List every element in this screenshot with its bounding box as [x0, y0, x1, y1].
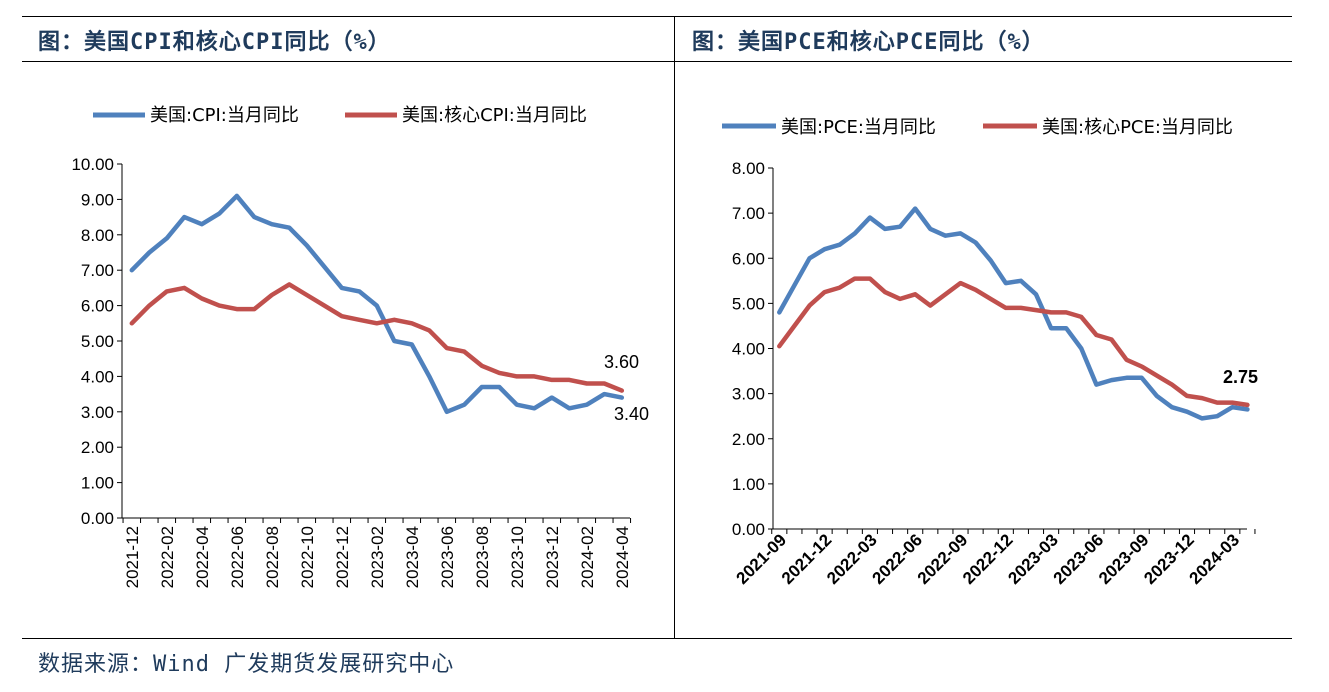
annotation-cpi-last: 3.40	[614, 404, 649, 424]
left-panel-title: 图：美国CPI和核心CPI同比（%）	[38, 30, 391, 55]
cpi-chart: 美国:CPI:当月同比 美国:核心CPI:当月同比 3.60 3.40 0.00…	[71, 105, 649, 588]
y-tick-label: 5.00	[81, 332, 114, 351]
x-tick-label: 2022-06	[228, 526, 247, 588]
y-tick-label: 1.00	[81, 474, 114, 493]
y-tick-label: 6.00	[732, 249, 765, 268]
x-tick-label: 2024-03	[1186, 530, 1244, 588]
y-tick-label: 7.00	[81, 261, 114, 280]
x-tick-label: 2024-04	[613, 526, 632, 588]
x-tick-label: 2022-10	[298, 526, 317, 588]
data-source-note: 数据来源：Wind 广发期货发展研究中心	[38, 652, 455, 677]
y-tick-label: 0.00	[81, 509, 114, 528]
x-tick-label: 2022-02	[158, 526, 177, 588]
right-panel-title: 图：美国PCE和核心PCE同比（%）	[692, 30, 1045, 55]
top-rule	[22, 16, 1292, 17]
y-tick-label: 6.00	[81, 297, 114, 316]
x-tick-label: 2024-02	[578, 526, 597, 588]
y-tick-label: 7.00	[732, 204, 765, 223]
y-tick-label: 0.00	[732, 520, 765, 539]
pce-chart: 美国:PCE:当月同比 美国:核心PCE:当月同比 2.75 0.00 1.00 2…	[722, 117, 1258, 588]
x-tick-label: 2022-12	[333, 526, 352, 588]
x-tick-label: 2023-10	[508, 526, 527, 588]
y-tick-label: 3.00	[81, 403, 114, 422]
panel-divider	[674, 16, 675, 638]
legend-label-pce: 美国:PCE:当月同比	[781, 117, 936, 138]
legend-label-core-cpi: 美国:核心CPI:当月同比	[402, 105, 587, 126]
legend-label-cpi: 美国:CPI:当月同比	[150, 105, 299, 126]
x-tick-label: 2023-08	[473, 526, 492, 588]
series-line-headline	[777, 206, 1250, 421]
x-tick-label: 2023-04	[403, 526, 422, 588]
series-line-headline	[129, 193, 625, 415]
y-tick-label: 2.00	[732, 430, 765, 449]
cpi-legend: 美国:CPI:当月同比 美国:核心CPI:当月同比	[93, 105, 587, 126]
x-tick-label: 2023-06	[438, 526, 457, 588]
x-tick-label: 2021-12	[123, 526, 142, 588]
y-tick-label: 9.00	[81, 190, 114, 209]
y-tick-label: 8.00	[81, 226, 114, 245]
series-line-core	[777, 276, 1250, 408]
pce-legend: 美国:PCE:当月同比 美国:核心PCE:当月同比	[722, 117, 1233, 138]
x-tick-label: 2023-02	[368, 526, 387, 588]
x-tick-label: 2022-08	[263, 526, 282, 588]
bottom-rule	[22, 638, 1292, 639]
y-tick-label: 3.00	[732, 385, 765, 404]
header-rule	[22, 61, 1292, 62]
series-line-core	[129, 282, 625, 393]
annotation-core-cpi-last: 3.60	[604, 352, 639, 372]
y-tick-label: 1.00	[732, 475, 765, 494]
y-tick-label: 10.00	[71, 155, 114, 174]
x-tick-label: 2023-12	[543, 526, 562, 588]
x-tick-label: 2022-04	[193, 526, 212, 588]
y-tick-label: 2.00	[81, 438, 114, 457]
annotation-core-pce-last: 2.75	[1223, 367, 1258, 387]
y-tick-label: 4.00	[732, 340, 765, 359]
legend-label-core-pce: 美国:核心PCE:当月同比	[1042, 117, 1233, 138]
y-tick-label: 8.00	[732, 159, 765, 178]
y-tick-label: 4.00	[81, 367, 114, 386]
y-tick-label: 5.00	[732, 294, 765, 313]
